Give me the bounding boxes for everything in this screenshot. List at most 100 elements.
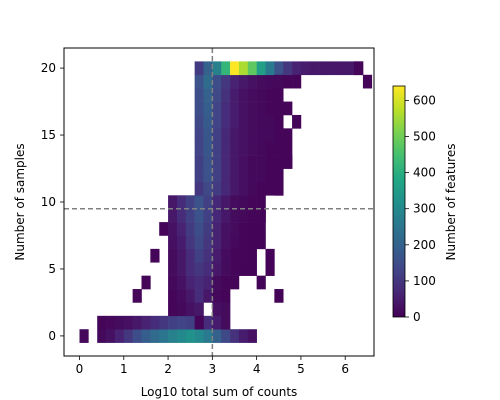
heatmap-cell	[212, 181, 222, 196]
heatmap-cell	[194, 195, 204, 209]
heatmap-cell	[221, 101, 231, 116]
heatmap-cell	[203, 155, 213, 169]
heatmap-cell	[168, 262, 178, 276]
heatmap-cell	[150, 248, 160, 263]
heatmap-cell	[283, 141, 293, 156]
heatmap-cell	[256, 61, 266, 76]
heatmap-cell	[203, 222, 213, 236]
heatmap-cell	[194, 141, 204, 156]
colorbar: 0 100 200 300 400 500 600 Number of features	[392, 85, 458, 324]
heatmap-cell	[194, 128, 204, 143]
heatmap-cell	[265, 101, 275, 116]
heatmap-cell	[203, 61, 213, 76]
heatmap-cell	[283, 61, 293, 76]
heatmap-cell	[274, 168, 284, 183]
heatmap-cell	[168, 222, 178, 236]
heatmap-cell	[221, 302, 231, 317]
heatmap-cell	[265, 181, 275, 196]
heatmap-cell	[168, 275, 178, 290]
heatmap-cell	[354, 61, 364, 76]
reference-lines	[64, 48, 374, 356]
heatmap-cell	[212, 74, 222, 89]
heatmap-cell	[238, 195, 249, 209]
heatmap-cell	[194, 275, 204, 290]
heatmap-cell	[238, 262, 249, 276]
heatmap-cell	[212, 168, 222, 183]
colorbar-tick-label: 100	[413, 274, 436, 288]
heatmap-cell	[168, 248, 178, 263]
y-tick-label: 15	[41, 128, 56, 142]
heatmap-cell	[203, 195, 213, 209]
heatmap-cell	[185, 302, 195, 317]
y-axis-label: Number of samples	[13, 143, 27, 260]
heatmap-cell	[238, 155, 249, 169]
heatmap-cell	[176, 329, 187, 343]
heatmap-cell	[230, 101, 240, 116]
heatmap-cell	[247, 168, 257, 183]
heatmap-cell	[247, 61, 257, 76]
heatmap-cell	[168, 302, 178, 317]
heatmap-cell	[265, 168, 275, 183]
heatmap-cell	[123, 329, 133, 343]
heatmap-cell	[238, 248, 249, 263]
heatmap-cell	[336, 61, 346, 76]
heatmap-cell	[345, 61, 355, 76]
heatmap-cell	[221, 275, 231, 290]
y-tick-label: 20	[41, 61, 56, 75]
heatmap-cell	[176, 195, 187, 209]
heatmap-cell	[265, 74, 275, 89]
heatmap-cell	[292, 61, 302, 76]
heatmap-cell	[274, 61, 284, 76]
heatmap-cell	[141, 315, 151, 330]
heatmap-cell	[221, 195, 231, 209]
heatmap-cells	[79, 61, 373, 343]
colorbar-tick-label: 200	[413, 238, 436, 252]
heatmap-cell	[185, 329, 195, 343]
heatmap-cell	[221, 329, 231, 343]
heatmap-cell	[256, 114, 266, 129]
heatmap-cell	[176, 222, 187, 236]
heatmap-cell	[362, 74, 373, 89]
heatmap-cell	[247, 329, 257, 343]
heatmap-cell	[150, 329, 160, 343]
heatmap-cell	[256, 101, 266, 116]
heatmap-cell	[221, 74, 231, 89]
heatmap-cell	[212, 114, 222, 129]
heatmap-cell	[212, 222, 222, 236]
heatmap-cell	[274, 101, 284, 116]
heatmap-cell	[212, 195, 222, 209]
heatmap-cell	[230, 74, 240, 89]
heatmap-cell	[212, 155, 222, 169]
heatmap-cell	[168, 329, 178, 343]
heatmap-cell	[238, 74, 249, 89]
heatmap-cell	[283, 128, 293, 143]
heatmap-cell	[212, 208, 222, 223]
heatmap-cell	[230, 141, 240, 156]
heatmap-cell	[230, 88, 240, 102]
heatmap-cell	[247, 262, 257, 276]
x-axis-label: Log10 total sum of counts	[141, 385, 298, 399]
heatmap-cell	[247, 195, 257, 209]
heatmap-cell	[194, 168, 204, 183]
heatmap-cell	[168, 235, 178, 250]
heatmap-cell	[194, 208, 204, 223]
heatmap-cell	[274, 128, 284, 143]
heatmap-cell	[106, 329, 116, 343]
heatmap-cell	[194, 181, 204, 196]
heatmap-cell	[185, 275, 195, 290]
heatmap-cell	[274, 74, 284, 89]
heatmap-cell	[194, 289, 204, 303]
heatmap-cell	[221, 155, 231, 169]
heatmap-cell	[230, 195, 240, 209]
heatmap-cell	[221, 114, 231, 129]
colorbar-label: Number of features	[444, 144, 458, 261]
heatmap-cell	[247, 141, 257, 156]
heatmap-cell	[238, 222, 249, 236]
heatmap-cell	[194, 262, 204, 276]
x-tick-label: 6	[341, 362, 349, 376]
heatmap-cell	[212, 248, 222, 263]
heatmap-cell	[256, 155, 266, 169]
heatmap-cell	[203, 168, 213, 183]
heatmap-cell	[265, 128, 275, 143]
